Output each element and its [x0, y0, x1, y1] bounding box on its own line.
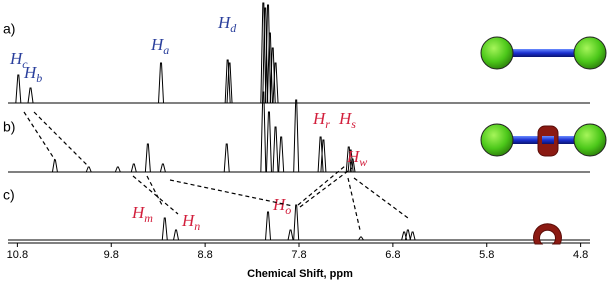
- dashed-line: [297, 165, 346, 206]
- dashed-line: [146, 175, 163, 206]
- peak: [265, 211, 272, 241]
- axle: [542, 136, 554, 144]
- peak: [409, 231, 416, 241]
- peak-label: Hc: [9, 49, 28, 71]
- peak-label-main: H: [9, 49, 24, 68]
- peak: [293, 204, 300, 241]
- peak: [260, 91, 267, 173]
- stopper: [573, 36, 607, 70]
- panel-label: c): [3, 187, 15, 203]
- peak: [226, 62, 233, 104]
- peak-label-main: H: [131, 203, 146, 222]
- peak-label-sub: r: [325, 117, 330, 131]
- peak: [272, 62, 279, 104]
- peak: [114, 166, 121, 173]
- correlation-lines: [23, 111, 409, 231]
- peak: [144, 143, 151, 173]
- peak-label: Hb: [23, 63, 42, 85]
- peak: [320, 139, 327, 173]
- peak-label: Hd: [217, 13, 237, 35]
- peak: [15, 74, 22, 104]
- x-tick-label: 10.8: [7, 249, 28, 261]
- peak: [293, 99, 300, 173]
- peak-label-main: H: [346, 147, 361, 166]
- peak-label-sub: b: [36, 71, 42, 85]
- dashed-line: [169, 179, 294, 207]
- peak-label: Hm: [131, 203, 153, 225]
- peak-label-main: H: [338, 109, 353, 128]
- peak: [287, 229, 294, 241]
- stopper: [573, 123, 607, 157]
- dashed-line: [23, 111, 56, 161]
- x-tick-label: 4.8: [573, 249, 588, 261]
- peak: [161, 217, 168, 241]
- peak: [224, 59, 231, 104]
- peak: [404, 229, 411, 241]
- peak-label-sub: d: [230, 21, 237, 35]
- macrocycle: [533, 223, 562, 245]
- peak-label-main: H: [217, 13, 232, 32]
- peak-label-sub: n: [194, 219, 200, 233]
- peak: [130, 163, 137, 173]
- peak-label-sub: a: [163, 43, 169, 57]
- panel-label: b): [3, 119, 15, 135]
- peak: [265, 111, 272, 173]
- peak: [51, 159, 58, 173]
- peak: [85, 166, 92, 173]
- x-tick-label: 8.8: [197, 249, 212, 261]
- peak-label-main: H: [272, 195, 287, 214]
- peak: [401, 231, 408, 241]
- peak-label-main: H: [23, 63, 38, 82]
- peak: [173, 229, 180, 241]
- peak: [265, 4, 272, 104]
- peak: [278, 136, 285, 173]
- peak-label: Hw: [346, 147, 367, 169]
- peak-label-sub: o: [285, 203, 291, 217]
- peak-label-main: H: [312, 109, 327, 128]
- dashed-line: [132, 175, 179, 215]
- x-tick-label: 6.8: [385, 249, 400, 261]
- peak: [260, 2, 267, 104]
- molecule-b: [480, 123, 607, 157]
- peak-label: Hs: [338, 109, 356, 131]
- peak-label-sub: w: [359, 155, 367, 169]
- peak: [223, 143, 230, 173]
- x-tick-label: 9.8: [104, 249, 119, 261]
- peak-label-sub: c: [22, 57, 28, 71]
- peak: [272, 126, 279, 173]
- x-tick-label: 7.8: [291, 249, 306, 261]
- dashed-line: [299, 167, 353, 208]
- dashed-line: [353, 177, 409, 219]
- peak-label: Ha: [150, 35, 169, 57]
- peak-label-sub: s: [351, 117, 356, 131]
- stopper: [480, 123, 514, 157]
- peak: [358, 236, 364, 241]
- peak-label: Hr: [312, 109, 330, 131]
- peak-label: Hn: [181, 211, 200, 233]
- peak: [158, 62, 165, 104]
- dashed-line: [33, 111, 89, 167]
- molecule-a: [480, 36, 607, 70]
- x-tick-label: 5.8: [479, 249, 494, 261]
- peak: [159, 163, 166, 173]
- peak: [345, 146, 352, 173]
- panel-label: a): [3, 21, 15, 37]
- peak-label: Ho: [272, 195, 291, 217]
- stopper: [480, 36, 514, 70]
- axle: [497, 49, 590, 57]
- x-axis-label: Chemical Shift, ppm: [247, 268, 353, 280]
- peak-label-sub: m: [144, 211, 153, 225]
- dashed-line: [347, 177, 361, 231]
- peak-label-main: H: [181, 211, 196, 230]
- peak: [27, 87, 34, 104]
- peak-label-main: H: [150, 35, 165, 54]
- peak: [349, 158, 356, 173]
